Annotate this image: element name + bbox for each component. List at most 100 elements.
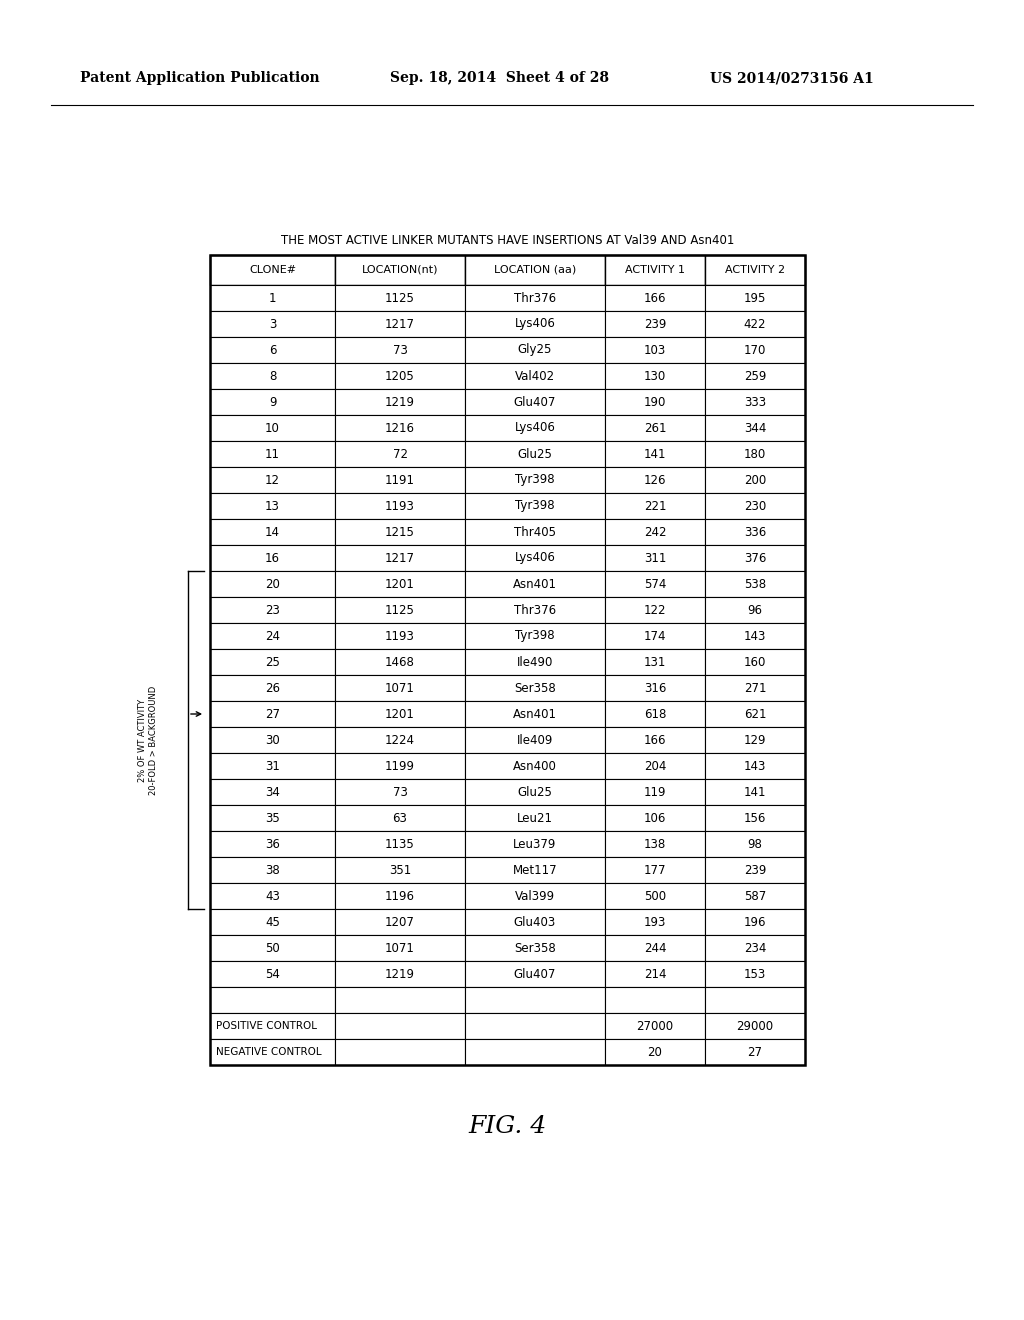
- Text: 1207: 1207: [385, 916, 415, 928]
- Bar: [465, 363, 605, 389]
- Bar: [705, 572, 805, 597]
- Text: 1125: 1125: [385, 603, 415, 616]
- Text: 119: 119: [644, 785, 667, 799]
- Text: 500: 500: [644, 890, 666, 903]
- Bar: [605, 597, 705, 623]
- Text: 6: 6: [268, 343, 276, 356]
- Bar: [605, 337, 705, 363]
- Text: 50: 50: [265, 941, 280, 954]
- Bar: [705, 987, 805, 1012]
- Bar: [605, 675, 705, 701]
- Text: 156: 156: [743, 812, 766, 825]
- Text: 166: 166: [644, 292, 667, 305]
- Bar: [705, 1039, 805, 1065]
- Bar: [705, 832, 805, 857]
- Bar: [605, 312, 705, 337]
- Bar: [210, 935, 335, 961]
- Bar: [465, 623, 605, 649]
- Bar: [210, 779, 335, 805]
- Bar: [335, 701, 465, 727]
- Bar: [465, 467, 605, 492]
- Bar: [210, 285, 335, 312]
- Text: 25: 25: [265, 656, 280, 668]
- Bar: [605, 727, 705, 752]
- Text: 1217: 1217: [385, 552, 415, 565]
- Bar: [465, 727, 605, 752]
- Bar: [465, 337, 605, 363]
- Bar: [705, 779, 805, 805]
- Text: Val402: Val402: [515, 370, 555, 383]
- Text: 23: 23: [265, 603, 280, 616]
- Text: LOCATION(nt): LOCATION(nt): [361, 265, 438, 275]
- Bar: [465, 389, 605, 414]
- Text: 259: 259: [743, 370, 766, 383]
- Bar: [465, 545, 605, 572]
- Bar: [210, 832, 335, 857]
- Bar: [210, 441, 335, 467]
- Text: 621: 621: [743, 708, 766, 721]
- Bar: [465, 752, 605, 779]
- Text: 195: 195: [743, 292, 766, 305]
- Bar: [705, 675, 805, 701]
- Text: 239: 239: [644, 318, 667, 330]
- Text: 54: 54: [265, 968, 280, 981]
- Bar: [605, 623, 705, 649]
- Bar: [335, 857, 465, 883]
- Bar: [210, 857, 335, 883]
- Bar: [335, 467, 465, 492]
- Bar: [605, 909, 705, 935]
- Bar: [335, 572, 465, 597]
- Bar: [605, 389, 705, 414]
- Bar: [465, 987, 605, 1012]
- Bar: [605, 467, 705, 492]
- Text: 27: 27: [265, 708, 280, 721]
- Bar: [705, 285, 805, 312]
- Text: 20: 20: [647, 1045, 663, 1059]
- Bar: [705, 649, 805, 675]
- Bar: [465, 312, 605, 337]
- Bar: [465, 572, 605, 597]
- Bar: [210, 363, 335, 389]
- Bar: [335, 909, 465, 935]
- Text: 1201: 1201: [385, 578, 415, 590]
- Text: 1193: 1193: [385, 499, 415, 512]
- Bar: [335, 727, 465, 752]
- Text: 538: 538: [744, 578, 766, 590]
- Bar: [335, 935, 465, 961]
- Text: 2% OF WT ACTIVITY
20-FOLD > BACKGROUND: 2% OF WT ACTIVITY 20-FOLD > BACKGROUND: [138, 685, 158, 795]
- Bar: [705, 1012, 805, 1039]
- Text: 130: 130: [644, 370, 667, 383]
- Text: 587: 587: [743, 890, 766, 903]
- Bar: [210, 623, 335, 649]
- Bar: [335, 805, 465, 832]
- Bar: [210, 337, 335, 363]
- Text: 34: 34: [265, 785, 280, 799]
- Text: 170: 170: [743, 343, 766, 356]
- Text: 177: 177: [644, 863, 667, 876]
- Bar: [210, 545, 335, 572]
- Bar: [705, 961, 805, 987]
- Bar: [705, 389, 805, 414]
- Text: 1201: 1201: [385, 708, 415, 721]
- Text: Val399: Val399: [515, 890, 555, 903]
- Bar: [210, 255, 805, 1065]
- Text: 271: 271: [743, 681, 766, 694]
- Text: Lys406: Lys406: [515, 552, 555, 565]
- Text: 174: 174: [644, 630, 667, 643]
- Text: FIG. 4: FIG. 4: [468, 1115, 547, 1138]
- Bar: [335, 961, 465, 987]
- Bar: [210, 519, 335, 545]
- Bar: [210, 675, 335, 701]
- Bar: [465, 1012, 605, 1039]
- Text: 200: 200: [743, 474, 766, 487]
- Text: 12: 12: [265, 474, 280, 487]
- Bar: [210, 255, 335, 285]
- Text: 63: 63: [392, 812, 408, 825]
- Text: 13: 13: [265, 499, 280, 512]
- Bar: [465, 255, 605, 285]
- Text: 1071: 1071: [385, 941, 415, 954]
- Bar: [465, 649, 605, 675]
- Text: 344: 344: [743, 421, 766, 434]
- Bar: [210, 572, 335, 597]
- Bar: [465, 961, 605, 987]
